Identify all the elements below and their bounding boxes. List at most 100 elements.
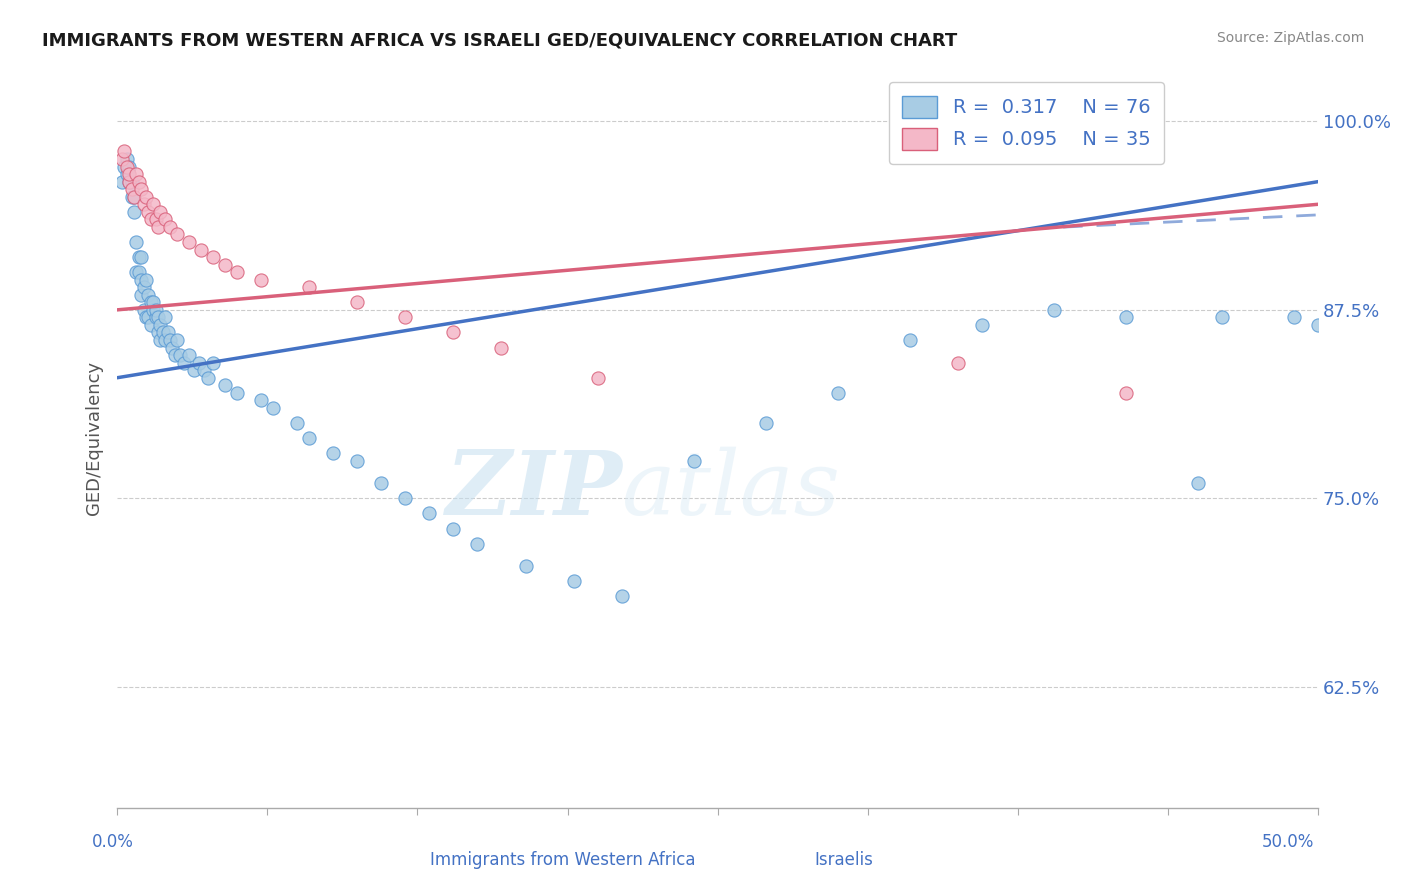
- Point: [139, 295, 162, 310]
- Point: [135, 310, 157, 325]
- Point: [156, 326, 179, 340]
- Point: [121, 190, 143, 204]
- Point: [112, 145, 135, 159]
- Point: [122, 190, 145, 204]
- Point: [138, 310, 160, 325]
- Text: Israelis: Israelis: [814, 851, 873, 869]
- Point: [179, 348, 201, 362]
- Point: [1211, 310, 1233, 325]
- Point: [149, 318, 172, 332]
- Point: [586, 370, 609, 384]
- Point: [132, 302, 155, 317]
- Point: [146, 310, 169, 325]
- Point: [132, 197, 155, 211]
- Point: [262, 401, 284, 415]
- Point: [115, 152, 138, 166]
- Point: [827, 385, 849, 400]
- Point: [163, 348, 186, 362]
- Point: [250, 273, 273, 287]
- Point: [118, 175, 141, 189]
- Point: [1187, 476, 1209, 491]
- Point: [682, 453, 704, 467]
- Point: [129, 273, 152, 287]
- Point: [162, 341, 184, 355]
- Point: [149, 333, 172, 347]
- Point: [118, 175, 141, 189]
- Point: [145, 212, 167, 227]
- Point: [193, 363, 215, 377]
- Point: [610, 590, 633, 604]
- Point: [190, 243, 212, 257]
- Point: [145, 310, 167, 325]
- Text: atlas: atlas: [621, 446, 841, 533]
- Point: [115, 160, 138, 174]
- Point: [394, 491, 416, 506]
- Point: [467, 536, 489, 550]
- Y-axis label: GED/Equivalency: GED/Equivalency: [86, 361, 103, 516]
- Point: [179, 235, 201, 249]
- Point: [111, 152, 134, 166]
- Point: [129, 182, 152, 196]
- Text: IMMIGRANTS FROM WESTERN AFRICA VS ISRAELI GED/EQUIVALENCY CORRELATION CHART: IMMIGRANTS FROM WESTERN AFRICA VS ISRAEL…: [42, 31, 957, 49]
- Text: Source: ZipAtlas.com: Source: ZipAtlas.com: [1216, 31, 1364, 45]
- Point: [166, 333, 188, 347]
- Legend: R =  0.317    N = 76, R =  0.095    N = 35: R = 0.317 N = 76, R = 0.095 N = 35: [889, 82, 1164, 164]
- Point: [187, 356, 209, 370]
- Text: ZIP: ZIP: [446, 447, 621, 533]
- Point: [226, 385, 249, 400]
- Point: [285, 416, 308, 430]
- Point: [122, 190, 145, 204]
- Point: [226, 265, 249, 279]
- Point: [139, 318, 162, 332]
- Point: [152, 326, 174, 340]
- Point: [898, 333, 921, 347]
- Point: [166, 227, 188, 242]
- Point: [142, 295, 165, 310]
- Point: [202, 356, 225, 370]
- Point: [1115, 310, 1137, 325]
- Point: [125, 235, 148, 249]
- Point: [138, 204, 160, 219]
- Point: [112, 160, 135, 174]
- Point: [443, 326, 465, 340]
- Point: [146, 326, 169, 340]
- Point: [1282, 310, 1305, 325]
- Point: [1115, 385, 1137, 400]
- Point: [515, 559, 537, 574]
- Point: [946, 356, 969, 370]
- Point: [135, 273, 157, 287]
- Point: [1043, 302, 1066, 317]
- Point: [142, 197, 165, 211]
- Point: [129, 250, 152, 264]
- Point: [135, 190, 157, 204]
- Point: [1308, 318, 1330, 332]
- Point: [129, 287, 152, 301]
- Point: [115, 167, 138, 181]
- Point: [121, 175, 143, 189]
- Point: [173, 356, 195, 370]
- Point: [183, 363, 205, 377]
- Point: [118, 167, 141, 181]
- Point: [169, 348, 191, 362]
- Point: [139, 212, 162, 227]
- Point: [155, 310, 177, 325]
- Point: [298, 280, 321, 294]
- Point: [111, 175, 134, 189]
- Point: [322, 446, 344, 460]
- Point: [970, 318, 993, 332]
- Point: [155, 212, 177, 227]
- Point: [202, 250, 225, 264]
- Point: [142, 302, 165, 317]
- Point: [138, 287, 160, 301]
- Point: [755, 416, 778, 430]
- Point: [145, 302, 167, 317]
- Point: [132, 280, 155, 294]
- Point: [346, 295, 368, 310]
- Point: [214, 258, 236, 272]
- Point: [128, 250, 150, 264]
- Point: [159, 333, 181, 347]
- Point: [394, 310, 416, 325]
- Point: [128, 175, 150, 189]
- Point: [197, 370, 219, 384]
- Point: [298, 431, 321, 445]
